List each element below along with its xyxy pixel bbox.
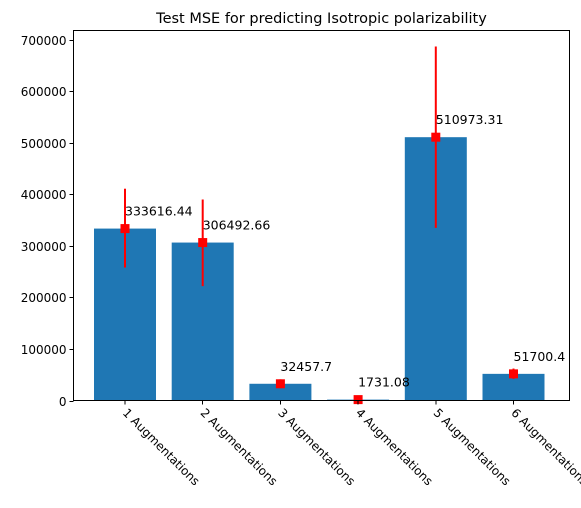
- y-tick-label: 600000: [21, 85, 67, 99]
- chart-title: Test MSE for predicting Isotropic polari…: [155, 11, 487, 27]
- x-tick-label: 4 Augmentations: [353, 406, 436, 489]
- y-tick-label: 700000: [21, 34, 67, 48]
- plot-frame: [73, 30, 570, 401]
- x-tick-label: 2 Augmentations: [198, 406, 281, 489]
- data-label: 510973.31: [436, 112, 504, 127]
- x-tick-label: 3 Augmentations: [275, 406, 358, 489]
- data-labels: 333616.44 306492.66 32457.7 1731.08 510973.3…: [125, 112, 565, 389]
- y-tick-label: 500000: [21, 137, 67, 151]
- data-label: 1731.08: [358, 375, 410, 390]
- data-label: 333616.44: [125, 204, 193, 219]
- data-label: 51700.4: [514, 349, 566, 364]
- error-bars: [120, 46, 518, 405]
- mean-marker: [353, 395, 363, 405]
- y-tick-label: 400000: [21, 188, 67, 202]
- mean-marker: [431, 132, 441, 142]
- bars: [94, 137, 545, 401]
- mean-marker: [198, 238, 208, 248]
- y-tick-label: 0: [59, 395, 67, 409]
- mean-marker: [120, 224, 130, 234]
- y-axis: 0 100000 200000 300000 400000 500000 600000 700…: [21, 34, 74, 409]
- x-tick-label: 1 Augmentations: [120, 406, 203, 489]
- y-tick-label: 200000: [21, 291, 67, 305]
- mean-marker: [509, 369, 518, 379]
- y-tick-label: 300000: [21, 240, 67, 254]
- bar: [249, 383, 312, 401]
- y-tick-label: 100000: [21, 343, 67, 357]
- x-tick-label: 5 Augmentations: [431, 406, 514, 489]
- x-tick-label: 6 Augmentations: [508, 406, 581, 489]
- data-label: 32457.7: [280, 359, 332, 374]
- data-label: 306492.66: [203, 218, 271, 233]
- mean-marker: [275, 379, 285, 389]
